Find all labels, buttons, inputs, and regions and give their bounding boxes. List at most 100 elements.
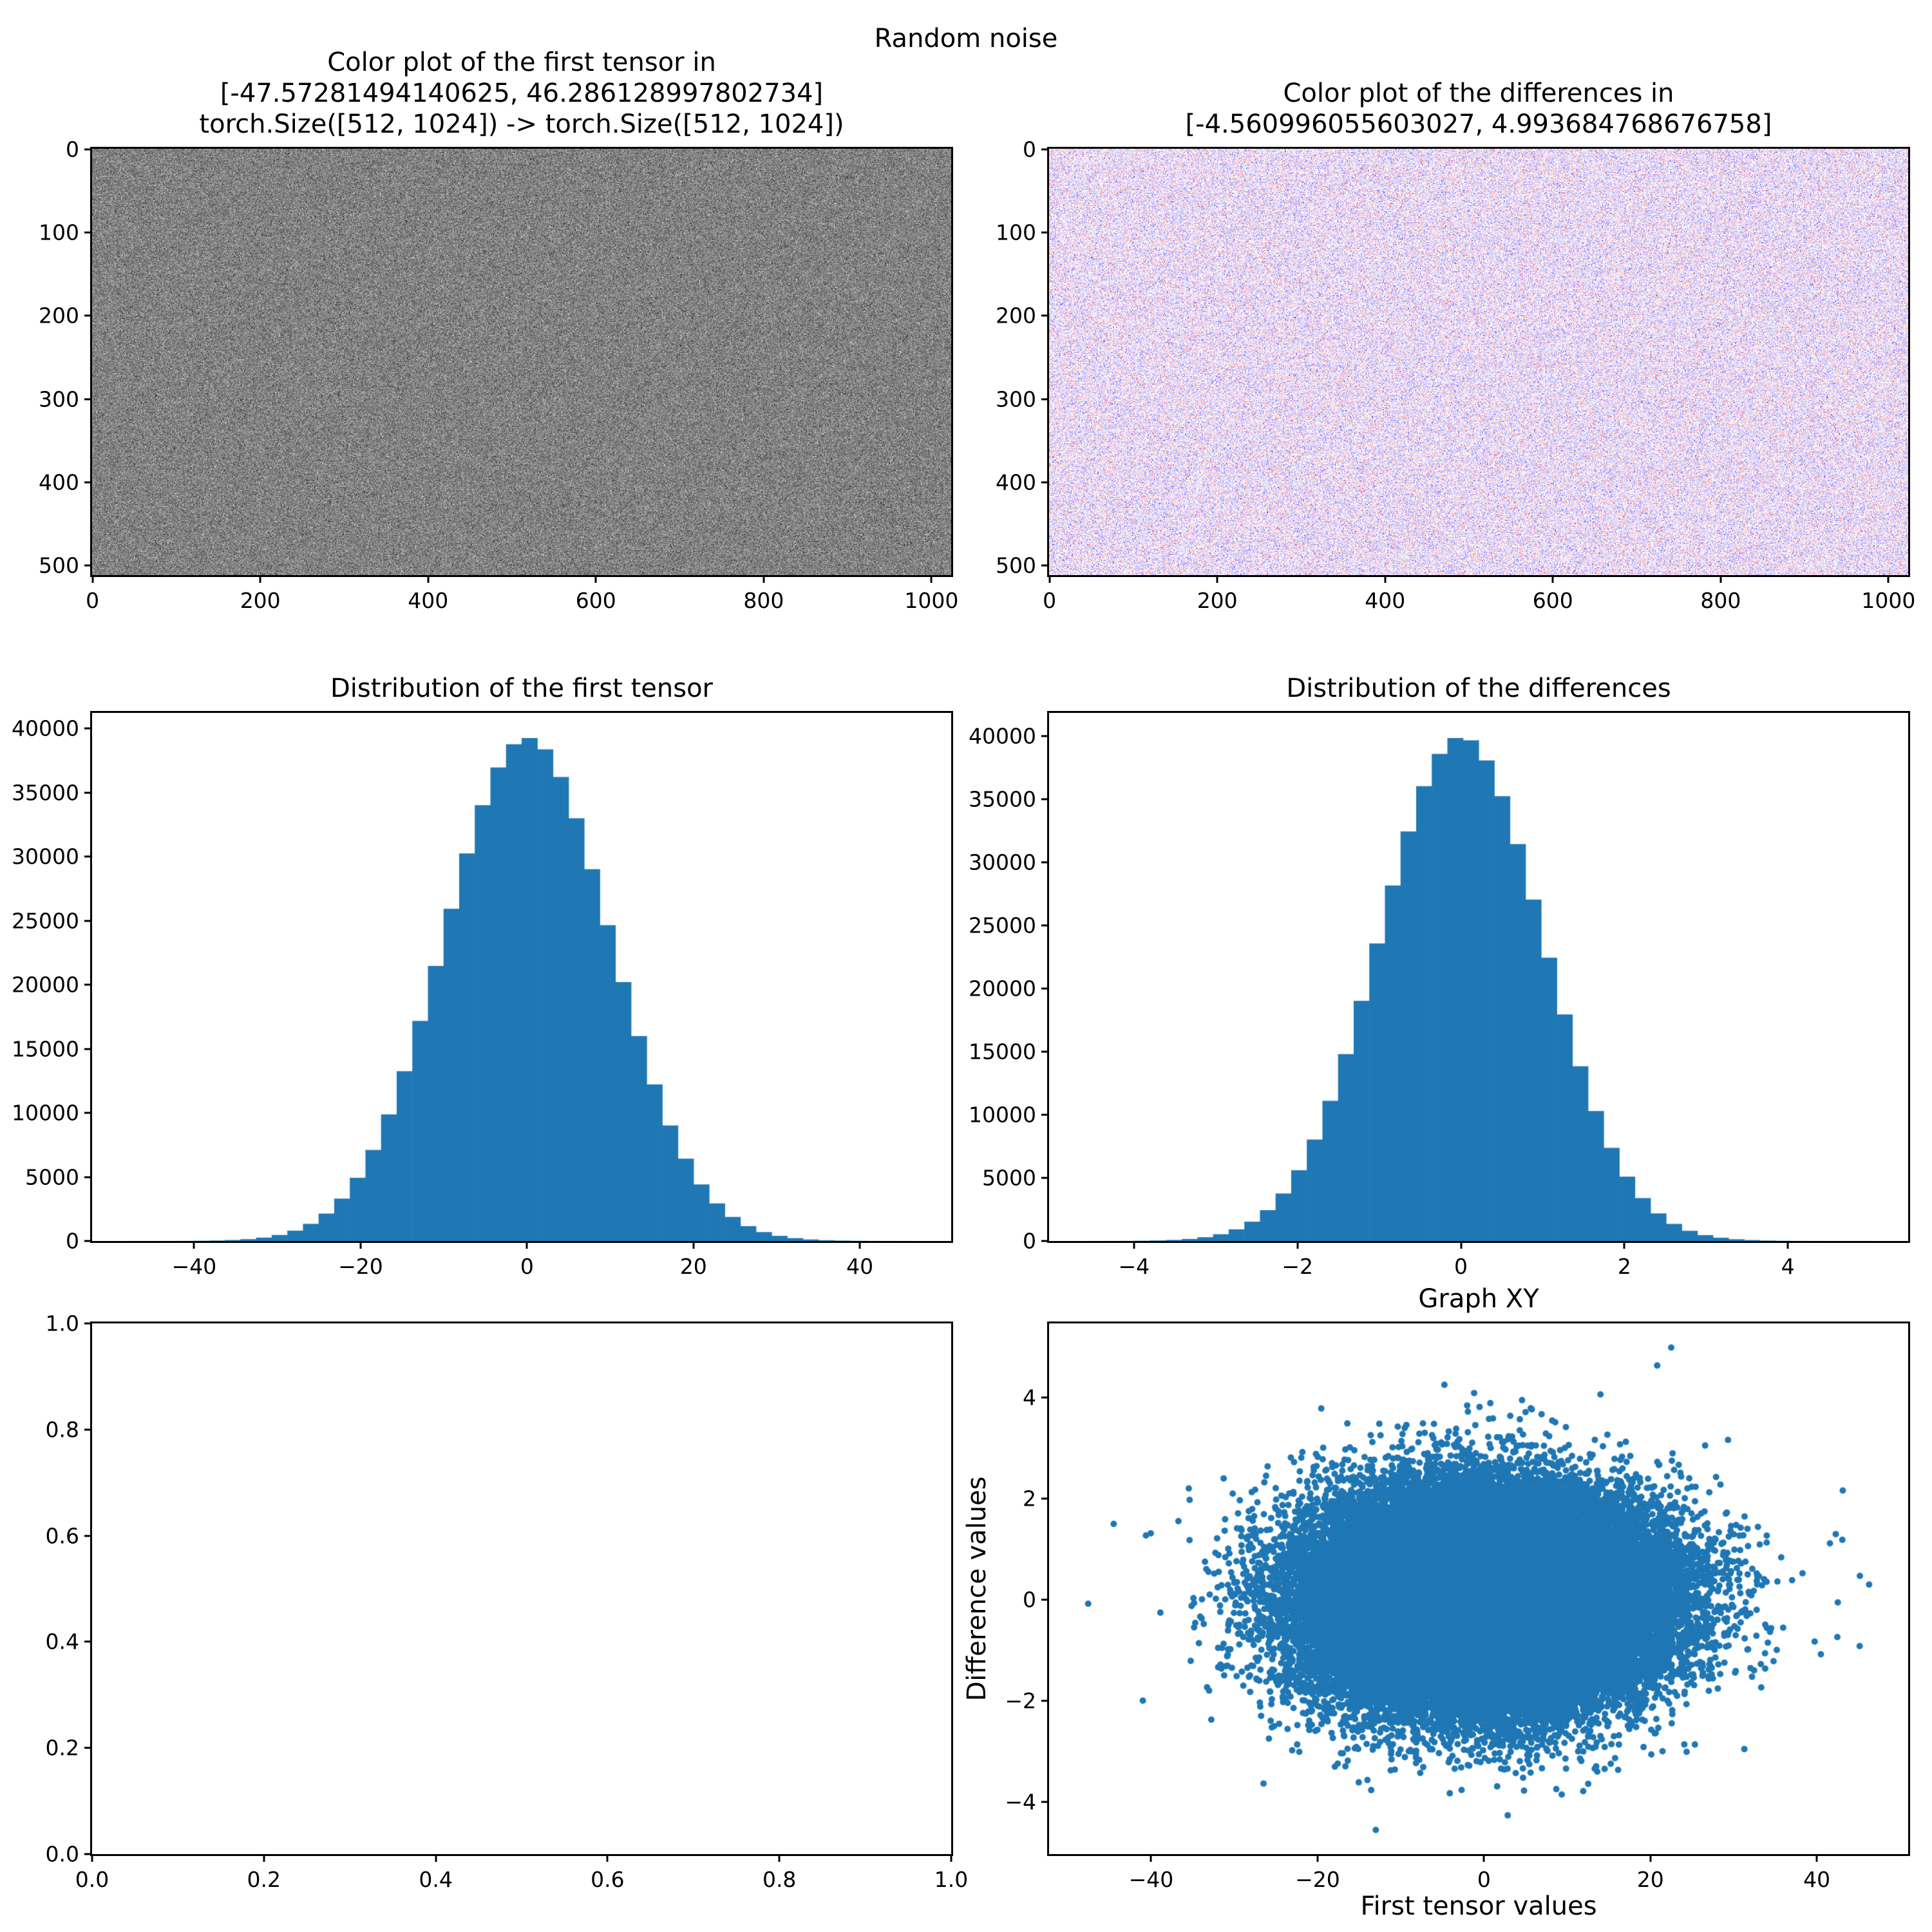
x-tick-mark — [1133, 1241, 1135, 1249]
x-tick-label: 0 — [1477, 1867, 1491, 1892]
differences-noise-image — [1049, 149, 1908, 575]
y-tick-label: 30000 — [12, 844, 79, 869]
x-tick-mark — [1460, 1241, 1463, 1249]
x-tick-mark — [1150, 1854, 1152, 1862]
x-tick-label: 800 — [1700, 588, 1741, 613]
y-tick-mark — [1041, 1240, 1049, 1242]
x-tick-mark — [1216, 575, 1218, 583]
subplot-differences-color-plot: Color plot of the differences in [-4.560… — [996, 79, 1915, 613]
y-tick-label: 10000 — [12, 1100, 79, 1126]
subplot-title: Color plot of the first tensor in [-47.5… — [199, 48, 844, 139]
y-tick-mark — [84, 1176, 92, 1178]
x-tick-mark — [606, 1854, 609, 1862]
x-tick-label: 1.0 — [934, 1867, 969, 1892]
x-tick-mark — [263, 1854, 265, 1862]
y-tick-label: 0 — [1023, 1587, 1036, 1613]
x-tick-label: 0 — [1043, 588, 1057, 613]
y-tick-mark — [84, 481, 92, 484]
y-tick-mark — [1041, 1598, 1049, 1601]
x-tick-mark — [1048, 575, 1051, 583]
y-tick-mark — [1041, 924, 1049, 927]
x-tick-label: −40 — [171, 1254, 217, 1279]
x-tick-label: 400 — [408, 588, 449, 613]
y-tick-label: 100 — [39, 220, 79, 245]
y-tick-mark — [1041, 481, 1049, 484]
y-tick-mark — [1041, 1177, 1049, 1179]
y-tick-mark — [1041, 1050, 1049, 1053]
y-tick-mark — [1041, 987, 1049, 990]
x-tick-label: 20 — [1636, 1867, 1664, 1892]
y-tick-label: 25000 — [969, 913, 1036, 938]
x-tick-label: 4 — [1781, 1254, 1795, 1279]
y-tick-label: 200 — [996, 303, 1036, 328]
y-tick-label: 15000 — [969, 1039, 1036, 1065]
y-tick-label: 40000 — [969, 723, 1036, 749]
x-tick-label: 40 — [846, 1254, 874, 1279]
x-tick-label: −2 — [1282, 1254, 1314, 1279]
y-tick-mark — [1041, 1113, 1049, 1116]
y-tick-label: 0 — [1023, 137, 1036, 162]
y-tick-label: 0 — [1023, 1228, 1036, 1254]
y-tick-label: 5000 — [25, 1164, 79, 1189]
figure-suptitle: Random noise — [874, 24, 1058, 53]
scatter-points-canvas — [1049, 1323, 1908, 1854]
y-tick-label: 2 — [1023, 1486, 1036, 1511]
y-tick-mark — [1041, 1801, 1049, 1803]
y-tick-mark — [84, 1322, 92, 1325]
y-tick-label: 40000 — [12, 715, 79, 741]
y-tick-label: 0.0 — [45, 1841, 79, 1867]
subplot-scatter-xy: Graph XY First tensor values Difference … — [962, 1284, 1910, 1921]
y-tick-label: 30000 — [969, 849, 1036, 875]
y-axis-label: Difference values — [962, 1476, 992, 1701]
x-tick-mark — [91, 575, 94, 583]
y-tick-label: 15000 — [12, 1036, 79, 1062]
x-tick-mark — [435, 1854, 437, 1862]
y-tick-mark — [84, 1428, 92, 1431]
y-tick-label: 20000 — [969, 976, 1036, 1001]
x-tick-mark — [930, 575, 933, 583]
subplot-tensor-color-plot: Color plot of the first tensor in [-47.5… — [39, 48, 958, 613]
y-tick-mark — [84, 855, 92, 858]
x-tick-mark — [1384, 575, 1387, 583]
y-tick-label: 10000 — [969, 1102, 1036, 1128]
y-tick-label: 200 — [39, 303, 79, 328]
y-tick-mark — [84, 791, 92, 794]
y-tick-label: 500 — [996, 553, 1036, 578]
y-tick-label: 300 — [39, 386, 79, 412]
x-tick-label: 0.0 — [75, 1867, 109, 1892]
y-tick-mark — [1041, 231, 1049, 234]
y-tick-label: 100 — [996, 220, 1036, 245]
x-tick-label: 0.8 — [762, 1867, 797, 1892]
y-tick-label: 0.4 — [45, 1629, 79, 1654]
x-tick-mark — [193, 1241, 195, 1249]
x-tick-label: −4 — [1118, 1254, 1150, 1279]
x-tick-label: 1000 — [904, 588, 959, 613]
x-tick-label: 40 — [1803, 1867, 1831, 1892]
x-tick-mark — [526, 1241, 528, 1249]
x-tick-label: 2 — [1617, 1254, 1631, 1279]
x-axis-label: First tensor values — [1360, 1891, 1597, 1921]
x-tick-mark — [1316, 1854, 1319, 1862]
y-tick-mark — [1041, 1497, 1049, 1500]
y-tick-mark — [84, 1747, 92, 1749]
y-tick-label: 500 — [39, 553, 79, 578]
x-tick-mark — [1482, 1854, 1485, 1862]
y-tick-mark — [84, 398, 92, 401]
differences-histogram-bars — [1049, 713, 1908, 1241]
subplot-title: Color plot of the differences in [-4.560… — [1185, 79, 1772, 139]
y-tick-mark — [84, 564, 92, 567]
y-tick-mark — [84, 314, 92, 317]
tensor-histogram-bars — [92, 713, 951, 1241]
y-tick-label: 0.8 — [45, 1417, 79, 1443]
y-tick-mark — [84, 1048, 92, 1050]
x-tick-label: 20 — [679, 1254, 707, 1279]
y-tick-mark — [84, 1112, 92, 1114]
x-tick-mark — [259, 575, 261, 583]
y-tick-label: 400 — [39, 469, 79, 495]
y-tick-mark — [1041, 398, 1049, 401]
y-tick-mark — [1041, 861, 1049, 864]
y-tick-mark — [84, 231, 92, 234]
y-tick-label: −4 — [1005, 1789, 1036, 1815]
x-tick-mark — [1623, 1241, 1625, 1249]
